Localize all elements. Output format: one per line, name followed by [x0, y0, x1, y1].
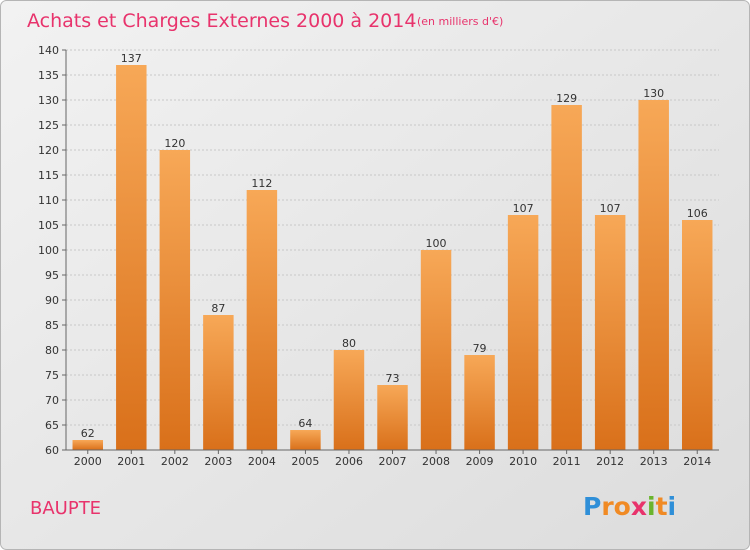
data-label: 107 — [600, 202, 621, 215]
chart-title: Achats et Charges Externes 2000 à 2014 — [27, 10, 416, 32]
data-label: 137 — [121, 52, 142, 65]
x-tick-label: 2002 — [161, 455, 189, 468]
y-tick-label: 100 — [38, 244, 59, 257]
data-label: 80 — [342, 337, 356, 350]
y-tick-label: 60 — [45, 444, 59, 457]
x-tick-label: 2006 — [335, 455, 363, 468]
bars: 62 137 120 87 112 64 80 73 100 79 107 129 107 130 106 — [72, 52, 713, 450]
x-tick-label: 2012 — [596, 455, 624, 468]
bar — [116, 65, 147, 450]
y-tick-label: 80 — [45, 344, 59, 357]
y-tick-label: 65 — [45, 419, 59, 432]
x-tick-label: 2011 — [553, 455, 581, 468]
data-label: 106 — [687, 207, 708, 220]
bar — [246, 190, 278, 450]
y-tick-label: 135 — [38, 69, 59, 82]
data-label: 112 — [251, 177, 272, 190]
data-label: 73 — [386, 372, 400, 385]
x-tick-label: 2013 — [640, 455, 668, 468]
x-tick-label: 2008 — [422, 455, 450, 468]
bar — [594, 215, 626, 450]
x-tick-label: 2004 — [248, 455, 276, 468]
bar — [681, 220, 713, 450]
y-tick-label: 125 — [38, 119, 59, 132]
y-axis: 60 65 70 75 80 85 90 95 100 105 110 115 120 125 130 135… — [38, 44, 67, 457]
x-tick-label: 2001 — [117, 455, 145, 468]
x-tick-label: 2014 — [683, 455, 711, 468]
y-tick-label: 75 — [45, 369, 59, 382]
chart-unit: (en milliers d'€) — [417, 15, 503, 28]
y-tick-label: 110 — [38, 194, 59, 207]
y-tick-label: 90 — [45, 294, 59, 307]
place-name: BAUPTE — [30, 498, 101, 519]
data-label: 64 — [298, 417, 312, 430]
bar — [420, 250, 452, 450]
x-tick-label: 2007 — [379, 455, 407, 468]
y-tick-label: 115 — [38, 169, 59, 182]
data-label: 129 — [556, 92, 577, 105]
bar — [72, 440, 104, 450]
bar — [333, 350, 365, 450]
y-tick-label: 95 — [45, 269, 59, 282]
y-tick-label: 140 — [38, 44, 59, 57]
bar — [377, 385, 408, 450]
bar — [159, 150, 191, 450]
y-tick-label: 120 — [38, 144, 59, 157]
data-label: 120 — [164, 137, 185, 150]
y-tick-label: 105 — [38, 219, 59, 232]
x-tick-label: 2009 — [466, 455, 494, 468]
data-label: 107 — [513, 202, 534, 215]
x-tick-label: 2003 — [204, 455, 232, 468]
bar — [551, 105, 582, 450]
y-tick-label: 70 — [45, 394, 59, 407]
data-label: 130 — [643, 87, 664, 100]
bar — [464, 355, 495, 450]
x-tick-label: 2005 — [291, 455, 319, 468]
y-tick-label: 130 — [38, 94, 59, 107]
data-label: 100 — [426, 237, 447, 250]
bar — [638, 100, 669, 450]
data-label: 62 — [81, 427, 95, 440]
x-tick-label: 2000 — [74, 455, 102, 468]
bar — [507, 215, 539, 450]
bar — [203, 315, 234, 450]
proxiti-logo: Proxiti — [583, 492, 676, 521]
x-axis: 2000 2001 2002 2003 2004 2005 2006 2007 2008 2009… — [66, 449, 719, 468]
data-label: 79 — [473, 342, 487, 355]
y-tick-label: 85 — [45, 319, 59, 332]
bar — [290, 430, 321, 450]
x-tick-label: 2010 — [509, 455, 537, 468]
data-label: 87 — [211, 302, 225, 315]
